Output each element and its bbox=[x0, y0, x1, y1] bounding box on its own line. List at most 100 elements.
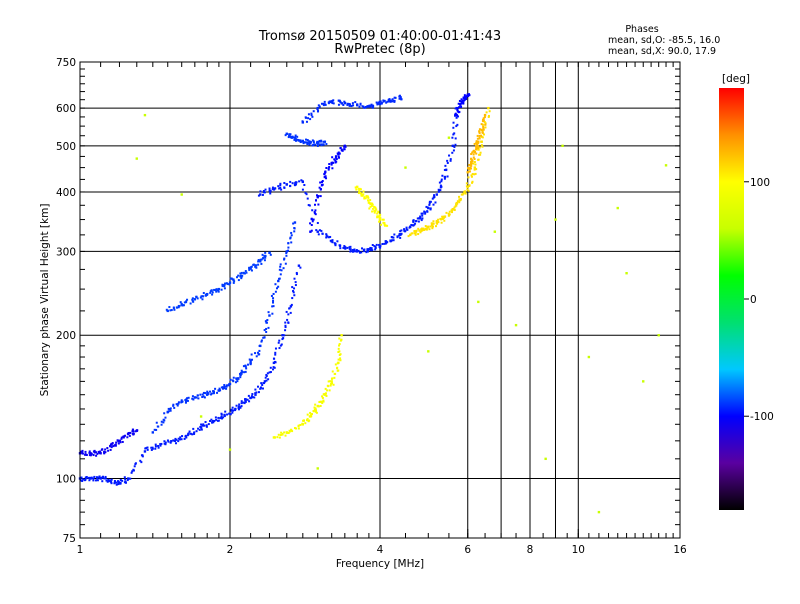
trace-point bbox=[272, 368, 275, 371]
trace-point bbox=[447, 212, 450, 215]
trace-point bbox=[243, 371, 246, 374]
trace-point bbox=[189, 302, 192, 305]
trace-point bbox=[166, 439, 169, 442]
trace-point bbox=[482, 128, 485, 131]
trace-point bbox=[315, 229, 318, 232]
trace-point bbox=[467, 189, 470, 192]
trace-point bbox=[287, 135, 290, 138]
trace-point bbox=[293, 184, 296, 187]
trace-point bbox=[200, 428, 203, 431]
trace-point bbox=[227, 384, 230, 387]
trace-point bbox=[247, 363, 250, 366]
trace-point bbox=[470, 158, 473, 161]
trace-point bbox=[433, 194, 436, 197]
trace-point bbox=[107, 449, 110, 452]
trace-point bbox=[278, 436, 281, 439]
trace-point bbox=[443, 168, 446, 171]
trace-point bbox=[88, 479, 91, 482]
trace-point bbox=[318, 401, 321, 404]
trace-point bbox=[460, 98, 463, 101]
trace-point bbox=[232, 278, 235, 281]
trace-point bbox=[244, 270, 247, 273]
trace-point bbox=[85, 476, 88, 479]
trace-point bbox=[321, 396, 324, 399]
trace-point bbox=[261, 193, 264, 196]
trace-point bbox=[176, 404, 179, 407]
trace-series bbox=[165, 251, 272, 313]
trace-point bbox=[173, 406, 176, 409]
trace-point bbox=[154, 443, 157, 446]
trace-point bbox=[238, 403, 241, 406]
trace-point bbox=[155, 428, 158, 431]
trace-point bbox=[349, 248, 352, 251]
data-point bbox=[285, 250, 288, 253]
trace-point bbox=[265, 330, 268, 333]
trace-point bbox=[428, 202, 431, 205]
trace-point bbox=[403, 230, 406, 233]
trace-point bbox=[110, 482, 113, 485]
trace-point bbox=[206, 293, 209, 296]
trace-point bbox=[389, 100, 392, 103]
trace-point bbox=[293, 230, 296, 233]
trace-point bbox=[257, 194, 260, 197]
trace-point bbox=[428, 200, 431, 203]
trace-point bbox=[177, 306, 180, 309]
trace-point bbox=[117, 440, 120, 443]
trace-point bbox=[254, 265, 257, 268]
trace-point bbox=[287, 249, 290, 252]
trace-point bbox=[182, 304, 185, 307]
trace-point bbox=[192, 398, 195, 401]
trace-point bbox=[104, 451, 107, 454]
trace-point bbox=[146, 446, 149, 449]
trace-point bbox=[342, 246, 345, 249]
trace-point bbox=[288, 133, 291, 136]
trace-point bbox=[254, 352, 257, 355]
trace-point bbox=[429, 207, 432, 210]
trace-point bbox=[207, 423, 210, 426]
trace-point bbox=[120, 437, 123, 440]
trace-point bbox=[362, 105, 365, 108]
data-point bbox=[470, 161, 473, 165]
trace-point bbox=[420, 229, 423, 232]
x-tick-label: 16 bbox=[673, 544, 687, 556]
trace-point bbox=[455, 116, 458, 119]
trace-point bbox=[379, 246, 382, 249]
trace-point bbox=[180, 399, 183, 402]
trace-point bbox=[264, 251, 267, 254]
trace-point bbox=[426, 210, 429, 213]
trace-point bbox=[196, 394, 199, 397]
trace-point bbox=[271, 186, 274, 189]
trace-point bbox=[306, 141, 309, 144]
trace-point bbox=[224, 282, 227, 285]
trace-point bbox=[398, 97, 401, 100]
trace-point bbox=[354, 101, 357, 104]
trace-point bbox=[336, 152, 339, 155]
trace-point bbox=[206, 390, 209, 393]
trace-point bbox=[114, 443, 117, 446]
trace-point bbox=[188, 430, 191, 433]
trace-point bbox=[189, 432, 192, 435]
trace-point bbox=[473, 161, 476, 164]
trace-point bbox=[265, 373, 268, 376]
data-point bbox=[337, 361, 340, 365]
trace-point bbox=[283, 334, 286, 337]
trace-point bbox=[448, 213, 451, 216]
trace-point bbox=[352, 104, 355, 107]
trace-point bbox=[458, 106, 461, 109]
data-point bbox=[473, 166, 477, 169]
trace-point bbox=[434, 201, 437, 204]
trace-point bbox=[311, 209, 314, 212]
trace-point bbox=[451, 136, 454, 139]
trace-point bbox=[304, 141, 307, 144]
data-point bbox=[493, 230, 497, 233]
trace-point bbox=[329, 235, 332, 238]
trace-point bbox=[328, 163, 331, 166]
trace-point bbox=[197, 427, 200, 430]
trace-point bbox=[218, 387, 221, 390]
trace-point bbox=[297, 139, 300, 142]
trace-point bbox=[101, 448, 104, 451]
trace-point bbox=[200, 295, 203, 298]
trace-point bbox=[264, 256, 267, 259]
trace-point bbox=[271, 305, 274, 308]
